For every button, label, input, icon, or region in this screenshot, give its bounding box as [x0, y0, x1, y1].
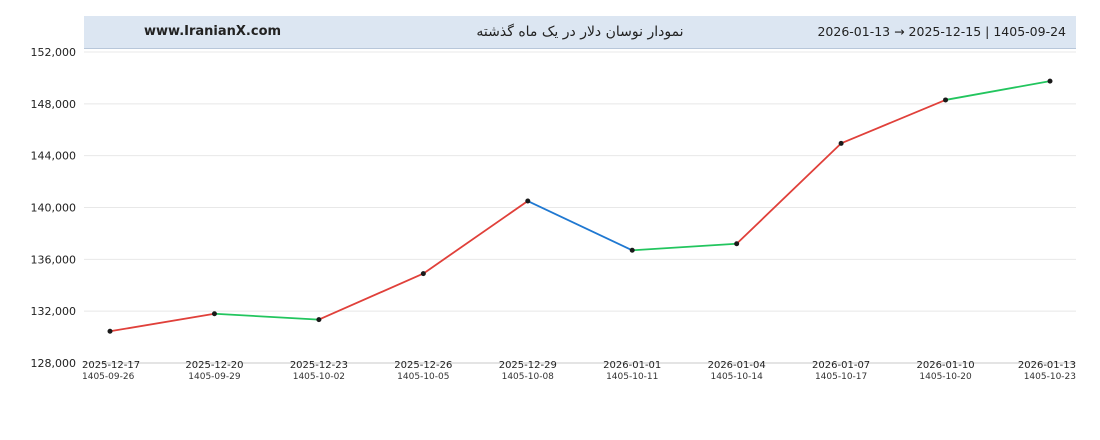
series-segment	[526, 200, 634, 252]
x-tick-label: 2025-12-23	[290, 360, 348, 371]
chart-header: www.IranianX.com نمودار نوسان دلار در یک…	[84, 16, 1076, 49]
x-tick-label-jalali: 1405-10-17	[815, 372, 867, 382]
x-tick-label: 2026-01-01	[603, 360, 661, 371]
y-tick-label: 152,000	[31, 46, 77, 59]
x-tick-label-jalali: 1405-10-11	[606, 372, 658, 382]
x-tick-label: 2025-12-26	[394, 360, 452, 371]
x-tick-label: 2026-01-04	[708, 360, 766, 371]
data-point	[525, 198, 531, 204]
data-point	[943, 97, 949, 103]
y-tick-label: 140,000	[31, 202, 77, 215]
data-point	[1047, 78, 1053, 84]
data-point	[107, 328, 113, 334]
x-tick-label-jalali: 1405-10-23	[1024, 372, 1076, 382]
y-tick-label: 148,000	[31, 98, 77, 111]
data-point	[734, 241, 740, 247]
x-tick-label-jalali: 1405-10-08	[502, 372, 555, 382]
x-tick-label-jalali: 1405-09-29	[188, 372, 241, 382]
series-segment	[631, 242, 738, 252]
date-range: 2026-01-13 → 2025-12-15 | 1405-09-24	[817, 24, 1066, 39]
x-tick-label: 2025-12-29	[499, 360, 557, 371]
data-point	[211, 311, 217, 317]
series-segment	[735, 142, 843, 245]
y-tick-label: 144,000	[31, 150, 77, 163]
site-name: www.IranianX.com	[144, 24, 282, 39]
x-tick-label: 2025-12-17	[82, 360, 140, 371]
chart-title: نمودار نوسان دلار در یک ماه گذشته	[476, 24, 684, 40]
y-tick-label: 132,000	[31, 305, 77, 318]
series-segment	[213, 312, 320, 321]
series-segment	[944, 80, 1051, 101]
series-segment	[422, 200, 529, 275]
data-point	[838, 140, 844, 146]
series-segment	[840, 99, 947, 145]
x-tick-label: 2025-12-20	[185, 360, 243, 371]
x-tick-label-jalali: 1405-10-20	[919, 372, 972, 382]
data-point	[629, 247, 635, 253]
y-tick-label: 136,000	[31, 253, 77, 266]
series-segment	[317, 272, 425, 321]
series-segment	[109, 312, 216, 333]
data-point	[420, 271, 426, 277]
x-tick-label-jalali: 1405-10-02	[293, 372, 345, 382]
data-point	[316, 317, 322, 323]
x-tick-label-jalali: 1405-10-14	[711, 372, 764, 382]
x-tick-label: 2026-01-13	[1018, 360, 1076, 371]
y-tick-label: 128,000	[31, 357, 77, 370]
x-tick-label: 2026-01-10	[916, 360, 974, 371]
x-tick-label: 2026-01-07	[812, 360, 870, 371]
x-tick-label-jalali: 1405-10-05	[397, 372, 449, 382]
x-tick-label-jalali: 1405-09-26	[82, 372, 135, 382]
